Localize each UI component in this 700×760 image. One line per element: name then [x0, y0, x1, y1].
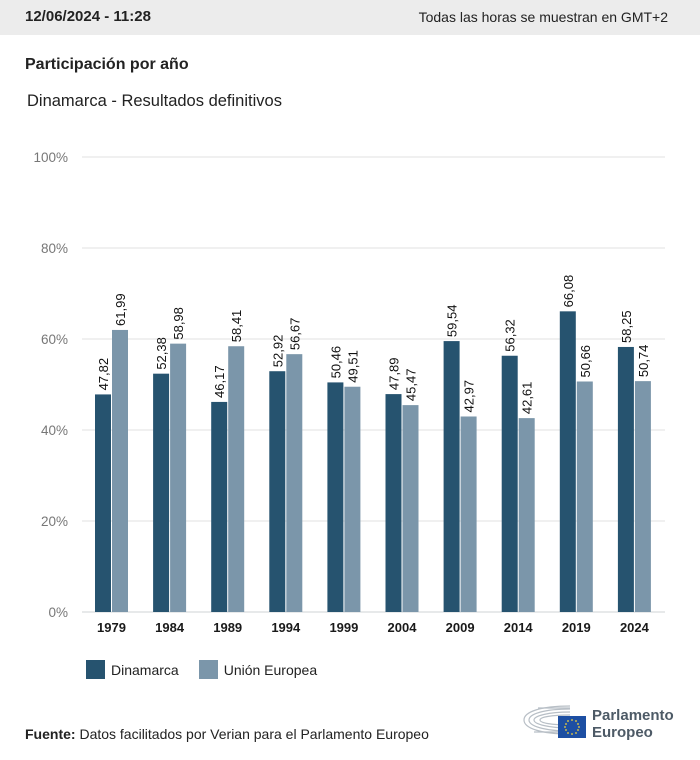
- logo-text: Parlamento Europeo: [592, 707, 674, 741]
- y-tick-label: 80%: [41, 241, 68, 256]
- bar-dinamarca: [95, 394, 111, 612]
- data-label: 58,41: [229, 310, 244, 343]
- x-tick-label: 2009: [446, 620, 475, 635]
- bar-union-europea: [286, 354, 303, 612]
- x-tick-label: 2019: [562, 620, 591, 635]
- y-tick-label: 60%: [41, 332, 68, 347]
- data-label: 59,54: [445, 305, 460, 338]
- bar-dinamarca: [269, 371, 286, 612]
- bar-union-europea: [344, 386, 361, 612]
- x-tick-label: 2014: [504, 620, 534, 635]
- source-label: Fuente:: [25, 726, 76, 742]
- x-tick-label: 1989: [213, 620, 242, 635]
- data-label: 47,82: [96, 358, 111, 391]
- bar-dinamarca: [443, 341, 460, 612]
- parlamento-europeo-logo: Parlamento Europeo: [520, 700, 685, 744]
- legend-label-dinamarca: Dinamarca: [111, 661, 179, 678]
- logo-line-1: Parlamento: [592, 707, 674, 724]
- logo-line-2: Europeo: [592, 724, 653, 741]
- chart-title: Participación por año: [25, 56, 189, 73]
- y-tick-label: 20%: [41, 514, 68, 529]
- data-label: 50,46: [328, 346, 343, 379]
- x-tick-label: 1994: [271, 620, 301, 635]
- legend-item-union-europea: Unión Europea: [198, 660, 318, 679]
- data-label: 56,67: [287, 318, 302, 351]
- chart-subtitle: Dinamarca - Resultados definitivos: [27, 92, 282, 110]
- y-tick-label: 100%: [33, 150, 68, 165]
- bar-dinamarca: [617, 346, 634, 612]
- data-label: 58,25: [619, 310, 634, 343]
- bar-dinamarca: [327, 382, 344, 612]
- legend: Dinamarca Unión Europea: [86, 660, 337, 679]
- bar-union-europea: [112, 329, 128, 612]
- source-text: Datos facilitados por Verian para el Par…: [79, 726, 429, 742]
- data-label: 52,38: [154, 337, 169, 370]
- y-tick-label: 40%: [41, 423, 68, 438]
- source-footer: Fuente: Datos facilitados por Verian par…: [25, 726, 429, 742]
- x-tick-label: 1979: [97, 620, 126, 635]
- legend-swatch-dinamarca: [86, 660, 105, 679]
- bar-dinamarca: [385, 394, 402, 612]
- datetime: 12/06/2024 - 11:28: [25, 8, 151, 25]
- bar-dinamarca: [153, 373, 170, 612]
- data-label: 58,98: [171, 307, 186, 340]
- data-label: 66,08: [561, 275, 576, 308]
- x-tick-label: 1999: [329, 620, 358, 635]
- data-label: 42,61: [520, 382, 535, 415]
- y-tick-label: 0%: [48, 605, 68, 620]
- bar-dinamarca: [559, 311, 576, 612]
- legend-item-dinamarca: Dinamarca: [86, 660, 179, 679]
- data-label: 50,74: [636, 345, 651, 378]
- bar-union-europea: [518, 418, 535, 612]
- data-label: 61,99: [113, 293, 128, 326]
- bar-union-europea: [460, 416, 477, 612]
- top-bar: 12/06/2024 - 11:28 Todas las horas se mu…: [0, 0, 700, 35]
- data-label: 50,66: [578, 345, 593, 378]
- data-label: 42,97: [462, 380, 477, 413]
- x-tick-label: 2004: [388, 620, 418, 635]
- legend-label-union-europea: Unión Europea: [223, 661, 318, 678]
- bar-union-europea: [576, 381, 593, 612]
- x-tick-label: 1984: [155, 620, 185, 635]
- bar-union-europea: [228, 346, 245, 612]
- data-label: 46,17: [212, 365, 227, 398]
- data-label: 47,89: [387, 358, 402, 391]
- timezone-note: Todas las horas se muestran en GMT+2: [418, 9, 668, 25]
- legend-swatch-union-europea: [198, 660, 218, 679]
- bar-dinamarca: [211, 401, 228, 612]
- x-tick-label: 2024: [620, 620, 650, 635]
- hemicycle-eu-flag-icon: [523, 705, 586, 738]
- bar-union-europea: [170, 343, 187, 612]
- bar-union-europea: [634, 381, 651, 612]
- data-label: 45,47: [404, 369, 419, 402]
- bar-union-europea: [402, 405, 419, 612]
- bar-dinamarca: [501, 355, 518, 612]
- data-label: 56,32: [503, 319, 518, 352]
- data-label: 52,92: [270, 335, 285, 368]
- data-label: 49,51: [345, 350, 360, 383]
